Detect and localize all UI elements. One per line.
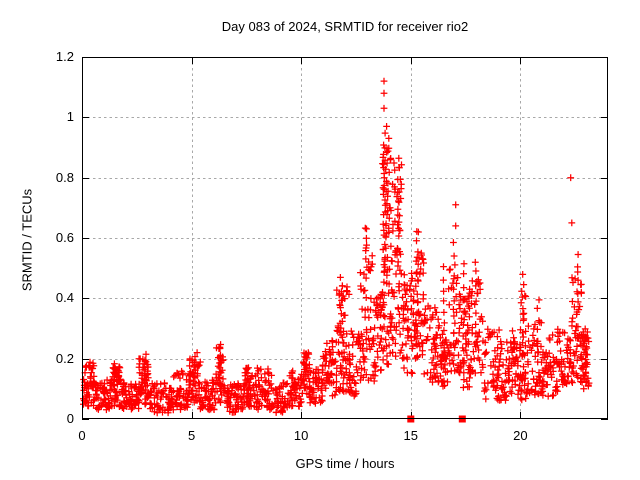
x-tick-label: 5 xyxy=(187,428,196,443)
x-tick-label: 15 xyxy=(403,428,418,443)
y-tick-label: 0 xyxy=(66,411,74,426)
y-tick-label: 0.2 xyxy=(55,350,74,366)
plot-svg xyxy=(80,57,608,423)
y-tick-label: 0.6 xyxy=(55,230,74,245)
plot-area xyxy=(80,57,608,423)
x-tick-label: 20 xyxy=(513,428,528,443)
y-tick-label: 1 xyxy=(66,109,74,125)
x-axis-label: GPS time / hours xyxy=(295,456,395,471)
x-tick-label: 0 xyxy=(78,428,86,443)
chart-title: Day 083 of 2024, SRMTID for receiver rio… xyxy=(221,19,469,34)
y-tick-label: 0.4 xyxy=(55,290,74,306)
scatter-points xyxy=(80,77,593,417)
y-tick-label: 1.2 xyxy=(55,49,74,64)
plot-border xyxy=(82,57,608,419)
y-tick-label: 0.8 xyxy=(55,169,74,185)
x-tick-label: 10 xyxy=(293,428,309,443)
